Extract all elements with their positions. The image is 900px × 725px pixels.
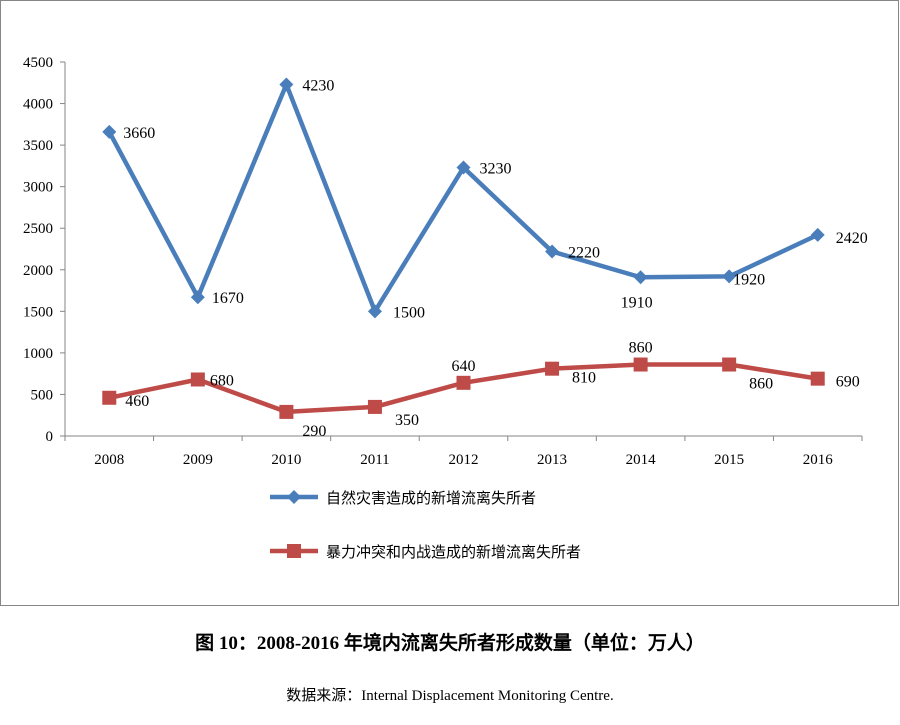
series-1-marker (722, 269, 737, 284)
series-1-data-label: 1920 (733, 271, 765, 288)
chart-border (0, 0, 899, 606)
series-2-data-label: 350 (395, 412, 419, 429)
series-2-data-label: 690 (836, 374, 860, 391)
y-tick-label: 1000 (23, 346, 53, 362)
figure-caption: 图 10：2008-2016 年境内流离失所者形成数量（单位：万人） (195, 633, 705, 654)
series-2-data-label: 460 (125, 393, 149, 410)
series-1-marker (102, 124, 117, 139)
series-1-marker (545, 244, 560, 259)
series-2-data-label: 680 (210, 372, 234, 389)
series-2-marker (190, 372, 205, 387)
y-tick-label: 3500 (23, 138, 53, 154)
y-tick-label: 0 (46, 429, 54, 445)
series-layer (102, 77, 825, 419)
data-labels: 3660 1670 4230 1500 3230 2220 1910 1920 2420 460 6… (123, 77, 867, 439)
legend-marker-1 (287, 490, 301, 504)
series-2-marker (810, 371, 825, 386)
axes: 0 500 1000 1500 2000 2500 3000 3500 4000 4500 2008… (23, 55, 863, 468)
legend-marker-2 (287, 544, 301, 558)
series-2-marker (279, 404, 294, 419)
y-tick-label: 2000 (23, 263, 53, 279)
x-tick-label: 2008 (94, 452, 124, 468)
series-1-marker (810, 227, 825, 242)
x-tick-label: 2009 (183, 452, 213, 468)
x-tick-label: 2015 (714, 452, 744, 468)
series-1-marker (456, 160, 471, 175)
series-2-data-label: 860 (749, 376, 773, 393)
y-tick-label: 500 (31, 387, 54, 403)
series-2-marker (722, 357, 737, 372)
x-tick-label: 2012 (449, 452, 479, 468)
series-2-data-label: 640 (452, 358, 476, 375)
series-1-data-label: 3230 (480, 161, 512, 178)
series-2-marker (102, 390, 117, 405)
series-2-data-label: 810 (572, 370, 596, 387)
x-tick-label: 2013 (537, 452, 567, 468)
series-1-marker (367, 304, 382, 319)
series-1-data-label: 1910 (621, 294, 653, 311)
series-1-data-label: 1500 (393, 304, 425, 321)
series-2-data-label: 860 (629, 340, 653, 357)
y-tick-label: 2500 (23, 221, 53, 237)
series-1-marker (190, 290, 205, 305)
y-tick-label: 3000 (23, 180, 53, 196)
series-2-data-label: 290 (302, 423, 326, 440)
series-1-data-label: 2420 (836, 230, 868, 247)
x-tick-label: 2014 (626, 452, 657, 468)
series-1-data-label: 1670 (212, 290, 244, 307)
series-2-marker (545, 361, 560, 376)
y-tick-label: 1500 (23, 304, 53, 320)
y-tick-label: 4500 (23, 55, 53, 71)
series-1-data-label: 4230 (302, 77, 334, 94)
x-tick-label: 2010 (271, 452, 301, 468)
series-2-marker (456, 375, 471, 390)
legend-label-2: 暴力冲突和内战造成的新增流离失所者 (326, 543, 581, 561)
y-tick-label: 4000 (23, 97, 53, 113)
series-2-marker (367, 399, 382, 414)
chart-area: 0 500 1000 1500 2000 2500 3000 3500 4000 4500 2008… (0, 0, 899, 606)
series-1-marker (633, 270, 648, 285)
x-tick-label: 2016 (803, 452, 834, 468)
series-2-marker (633, 357, 648, 372)
series-1-data-label: 2220 (568, 244, 600, 261)
x-tick-label: 2011 (360, 452, 389, 468)
source-note: 数据来源：Internal Displacement Monitoring Ce… (286, 688, 614, 704)
series-1-marker (279, 77, 294, 92)
series-1-data-label: 3660 (123, 125, 155, 142)
legend-label-1: 自然灾害造成的新增流离失所者 (326, 489, 536, 507)
